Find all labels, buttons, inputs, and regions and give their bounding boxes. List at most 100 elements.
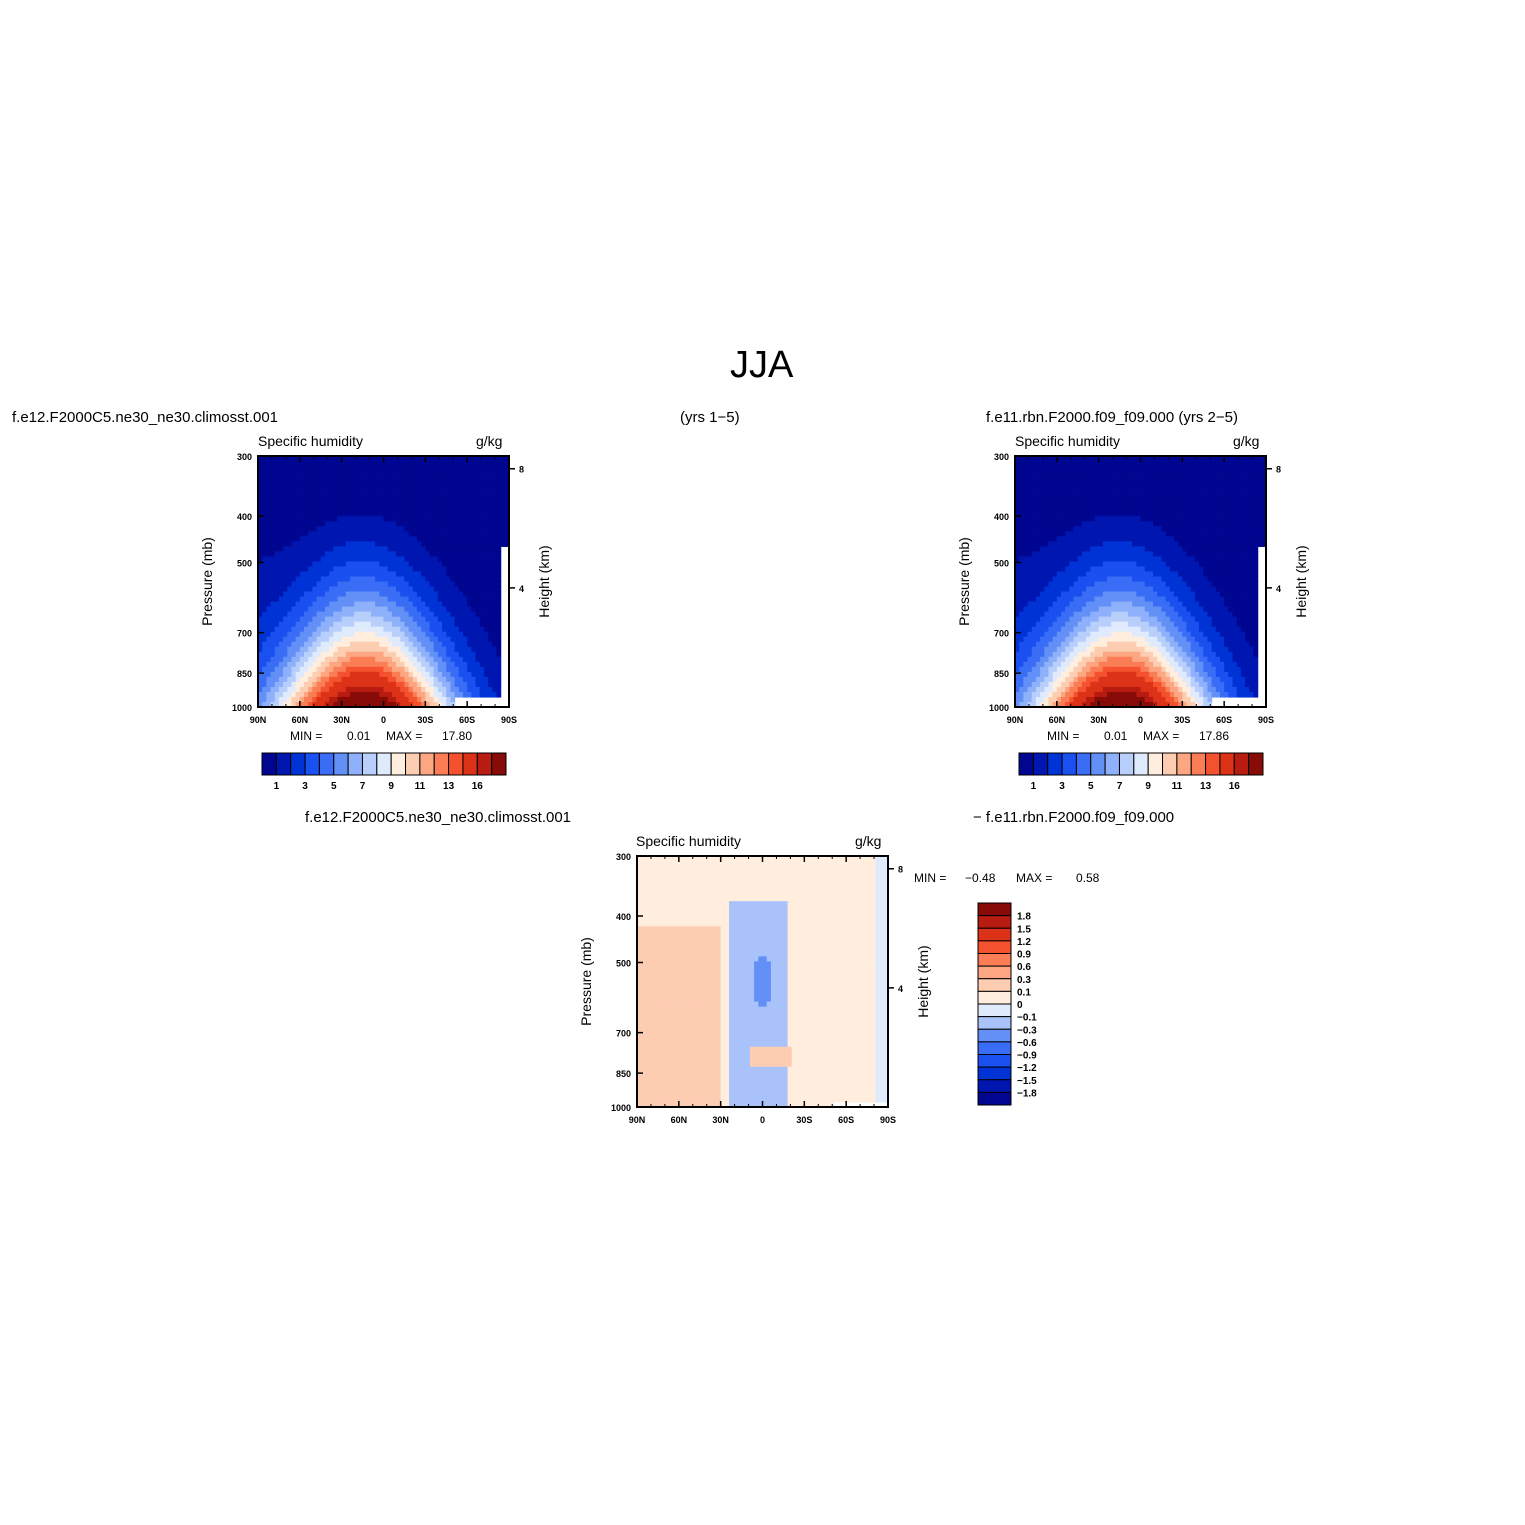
panel2-cell <box>1107 586 1112 593</box>
panel1-cell <box>387 606 393 613</box>
panel1-cell <box>471 496 477 502</box>
panel1-cell <box>404 581 410 588</box>
panel2-cell <box>1169 481 1175 487</box>
panel2-cell <box>1044 481 1050 487</box>
panel1-cell <box>350 656 355 663</box>
panel1-cell <box>425 466 431 472</box>
panel1-cell <box>379 546 385 552</box>
panel2-cell <box>1102 456 1108 462</box>
panel1-cell <box>333 501 339 507</box>
panel2-cell <box>1157 486 1163 492</box>
panel2-cell <box>1178 591 1183 598</box>
panel2-cell <box>1224 546 1229 552</box>
panel2-cell <box>1090 541 1096 547</box>
panel1-cell <box>450 636 456 643</box>
panel1-cell <box>258 521 263 527</box>
panel2-cell <box>1019 496 1024 502</box>
panel1-cell <box>400 641 406 648</box>
panel1-cell <box>450 551 456 557</box>
panel2-cell <box>1123 541 1129 547</box>
panel2-cell <box>1015 541 1020 547</box>
panel2-cell <box>1069 466 1075 472</box>
panel1-cell <box>341 536 347 542</box>
panel1-cell <box>483 561 489 568</box>
panel2-cell <box>1161 596 1167 603</box>
panel1-cell <box>412 581 418 588</box>
panel1-cell <box>387 506 393 512</box>
panel1-cell <box>462 646 468 653</box>
panel1-cell <box>437 476 443 482</box>
panel1-cell <box>324 496 330 502</box>
panel2-cell <box>1123 526 1129 532</box>
panel2-cell <box>1023 536 1029 542</box>
panel2-cell <box>1107 511 1112 517</box>
panel1-cell <box>299 701 305 708</box>
panel2-cell <box>1031 621 1037 628</box>
panel2-cell <box>1107 596 1112 603</box>
panel1-cell <box>396 516 401 522</box>
panel2-cell <box>1140 491 1146 497</box>
panel1-cell <box>416 496 422 502</box>
panel1-cell <box>370 546 376 552</box>
panel2-cell <box>1077 456 1083 462</box>
panel2-cell <box>1165 506 1171 512</box>
panel1-cell <box>320 661 326 668</box>
panel1-cell <box>312 616 318 623</box>
panel2-cell <box>1111 481 1116 487</box>
panel1-cell <box>479 546 485 552</box>
panel2-cell <box>1169 556 1175 563</box>
panel1-cell <box>437 686 443 693</box>
panel2-cell <box>1186 481 1192 487</box>
panel2-cell <box>1253 471 1259 477</box>
panel1-cell <box>366 536 372 542</box>
panel1-cell <box>308 586 313 593</box>
panel1-cell <box>291 591 297 598</box>
panel2-cell <box>1069 566 1075 573</box>
panel1-cell <box>324 481 330 487</box>
panel1-cell <box>278 526 284 532</box>
panel1-cell <box>479 461 485 467</box>
panel2-cell <box>1086 466 1091 472</box>
panel1-cell <box>274 566 280 573</box>
panel2-cell <box>1182 561 1188 568</box>
panel1-cell <box>329 586 334 593</box>
panel1-cell <box>425 641 431 648</box>
panel2-cell <box>1065 461 1070 467</box>
panel2-cell <box>1203 601 1209 608</box>
panel1-cell <box>375 561 380 568</box>
panel1-cell <box>383 696 389 703</box>
panel1-cell <box>333 531 339 537</box>
panel1-cell <box>350 566 355 573</box>
panel2-cell <box>1048 536 1054 542</box>
panel2-cell <box>1161 526 1167 532</box>
panel2-cell <box>1148 541 1154 547</box>
panel1-cell <box>362 656 368 663</box>
panel1-cell <box>375 646 380 653</box>
panel1-cell <box>492 496 498 502</box>
panel2-cell <box>1069 596 1075 603</box>
panel2-cell <box>1035 526 1041 532</box>
panel2-cell <box>1102 561 1108 568</box>
panel1-cell <box>287 556 293 563</box>
panel1-cell <box>429 551 435 557</box>
panel1-cell <box>350 691 355 698</box>
panel1-cell <box>396 661 401 668</box>
panel1-cell <box>312 696 318 703</box>
panel1-cell <box>316 556 322 563</box>
panel1-cell <box>333 651 339 658</box>
panel2-cell <box>1253 496 1259 502</box>
panel2-cell <box>1232 511 1238 517</box>
panel1-cell <box>442 551 447 557</box>
panel1-cell <box>366 671 372 678</box>
panel1-cell <box>442 676 447 683</box>
panel2-cell <box>1044 611 1050 618</box>
panel2-cell <box>1136 481 1142 487</box>
panel2-cell <box>1048 566 1054 573</box>
panel1-cell <box>454 481 460 487</box>
panel2-cell <box>1073 546 1079 552</box>
panel1-cell <box>345 466 351 472</box>
panel1-cell <box>446 611 452 618</box>
panel1-cell <box>333 541 339 547</box>
panel2-cell <box>1190 481 1196 487</box>
panel2-cell <box>1019 476 1024 482</box>
